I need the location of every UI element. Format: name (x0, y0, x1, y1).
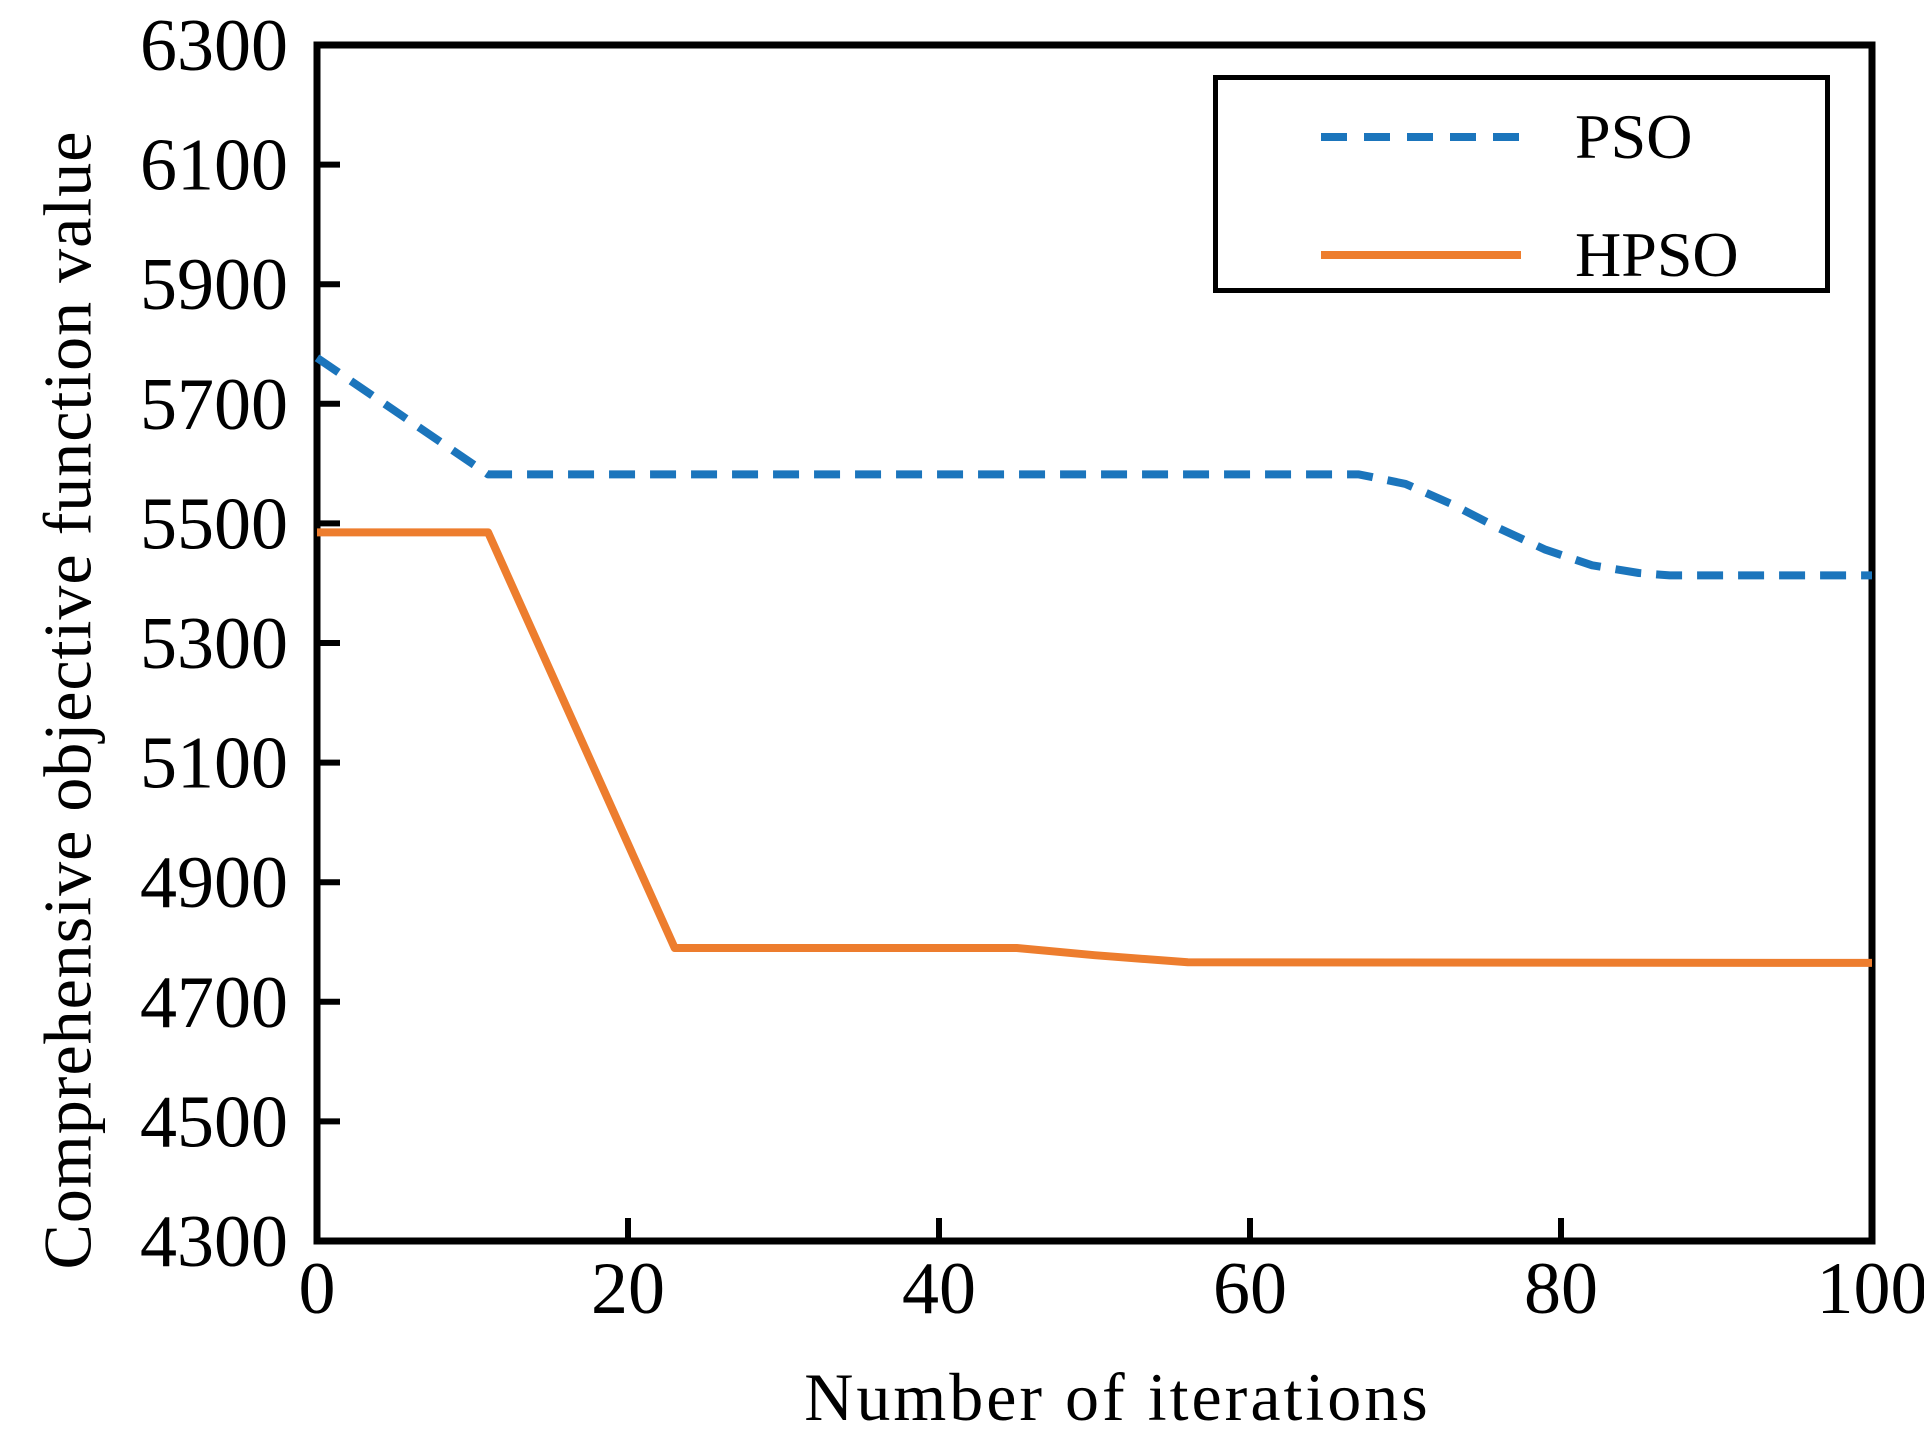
x-tick-label: 100 (1817, 1248, 1924, 1330)
x-axis-title: Number of iterations (340, 1358, 1895, 1437)
y-tick-label: 5100 (140, 723, 288, 805)
y-tick-label: 6300 (140, 5, 288, 87)
y-tick-label: 5500 (140, 483, 288, 565)
y-tick-label: 6100 (140, 125, 288, 207)
x-tick-label: 0 (299, 1248, 336, 1330)
hpso-line (317, 532, 1872, 963)
y-tick-label: 4900 (140, 842, 288, 924)
legend-label-pso: PSO (1575, 102, 1692, 172)
y-tick-label: 5300 (140, 603, 288, 685)
y-tick-label: 5700 (140, 364, 288, 446)
y-tick-label: 4300 (140, 1201, 288, 1283)
legend-item-pso: PSO (1218, 102, 1825, 172)
pso-line (317, 358, 1872, 576)
y-axis-title: Comprehensive objective function value (29, 131, 108, 1270)
y-tick-label: 4700 (140, 962, 288, 1044)
legend: PSO HPSO (1213, 75, 1830, 293)
pso-dashed-line-sample (1321, 133, 1521, 141)
x-tick-label: 40 (902, 1248, 976, 1330)
hpso-solid-line-sample (1321, 251, 1521, 259)
legend-label-hpso: HPSO (1575, 220, 1739, 290)
legend-item-hpso: HPSO (1218, 220, 1825, 290)
x-tick-label: 60 (1213, 1248, 1287, 1330)
y-tick-label: 4500 (140, 1081, 288, 1163)
x-tick-label: 80 (1524, 1248, 1598, 1330)
y-tick-label: 5900 (140, 244, 288, 326)
x-tick-label: 20 (591, 1248, 665, 1330)
